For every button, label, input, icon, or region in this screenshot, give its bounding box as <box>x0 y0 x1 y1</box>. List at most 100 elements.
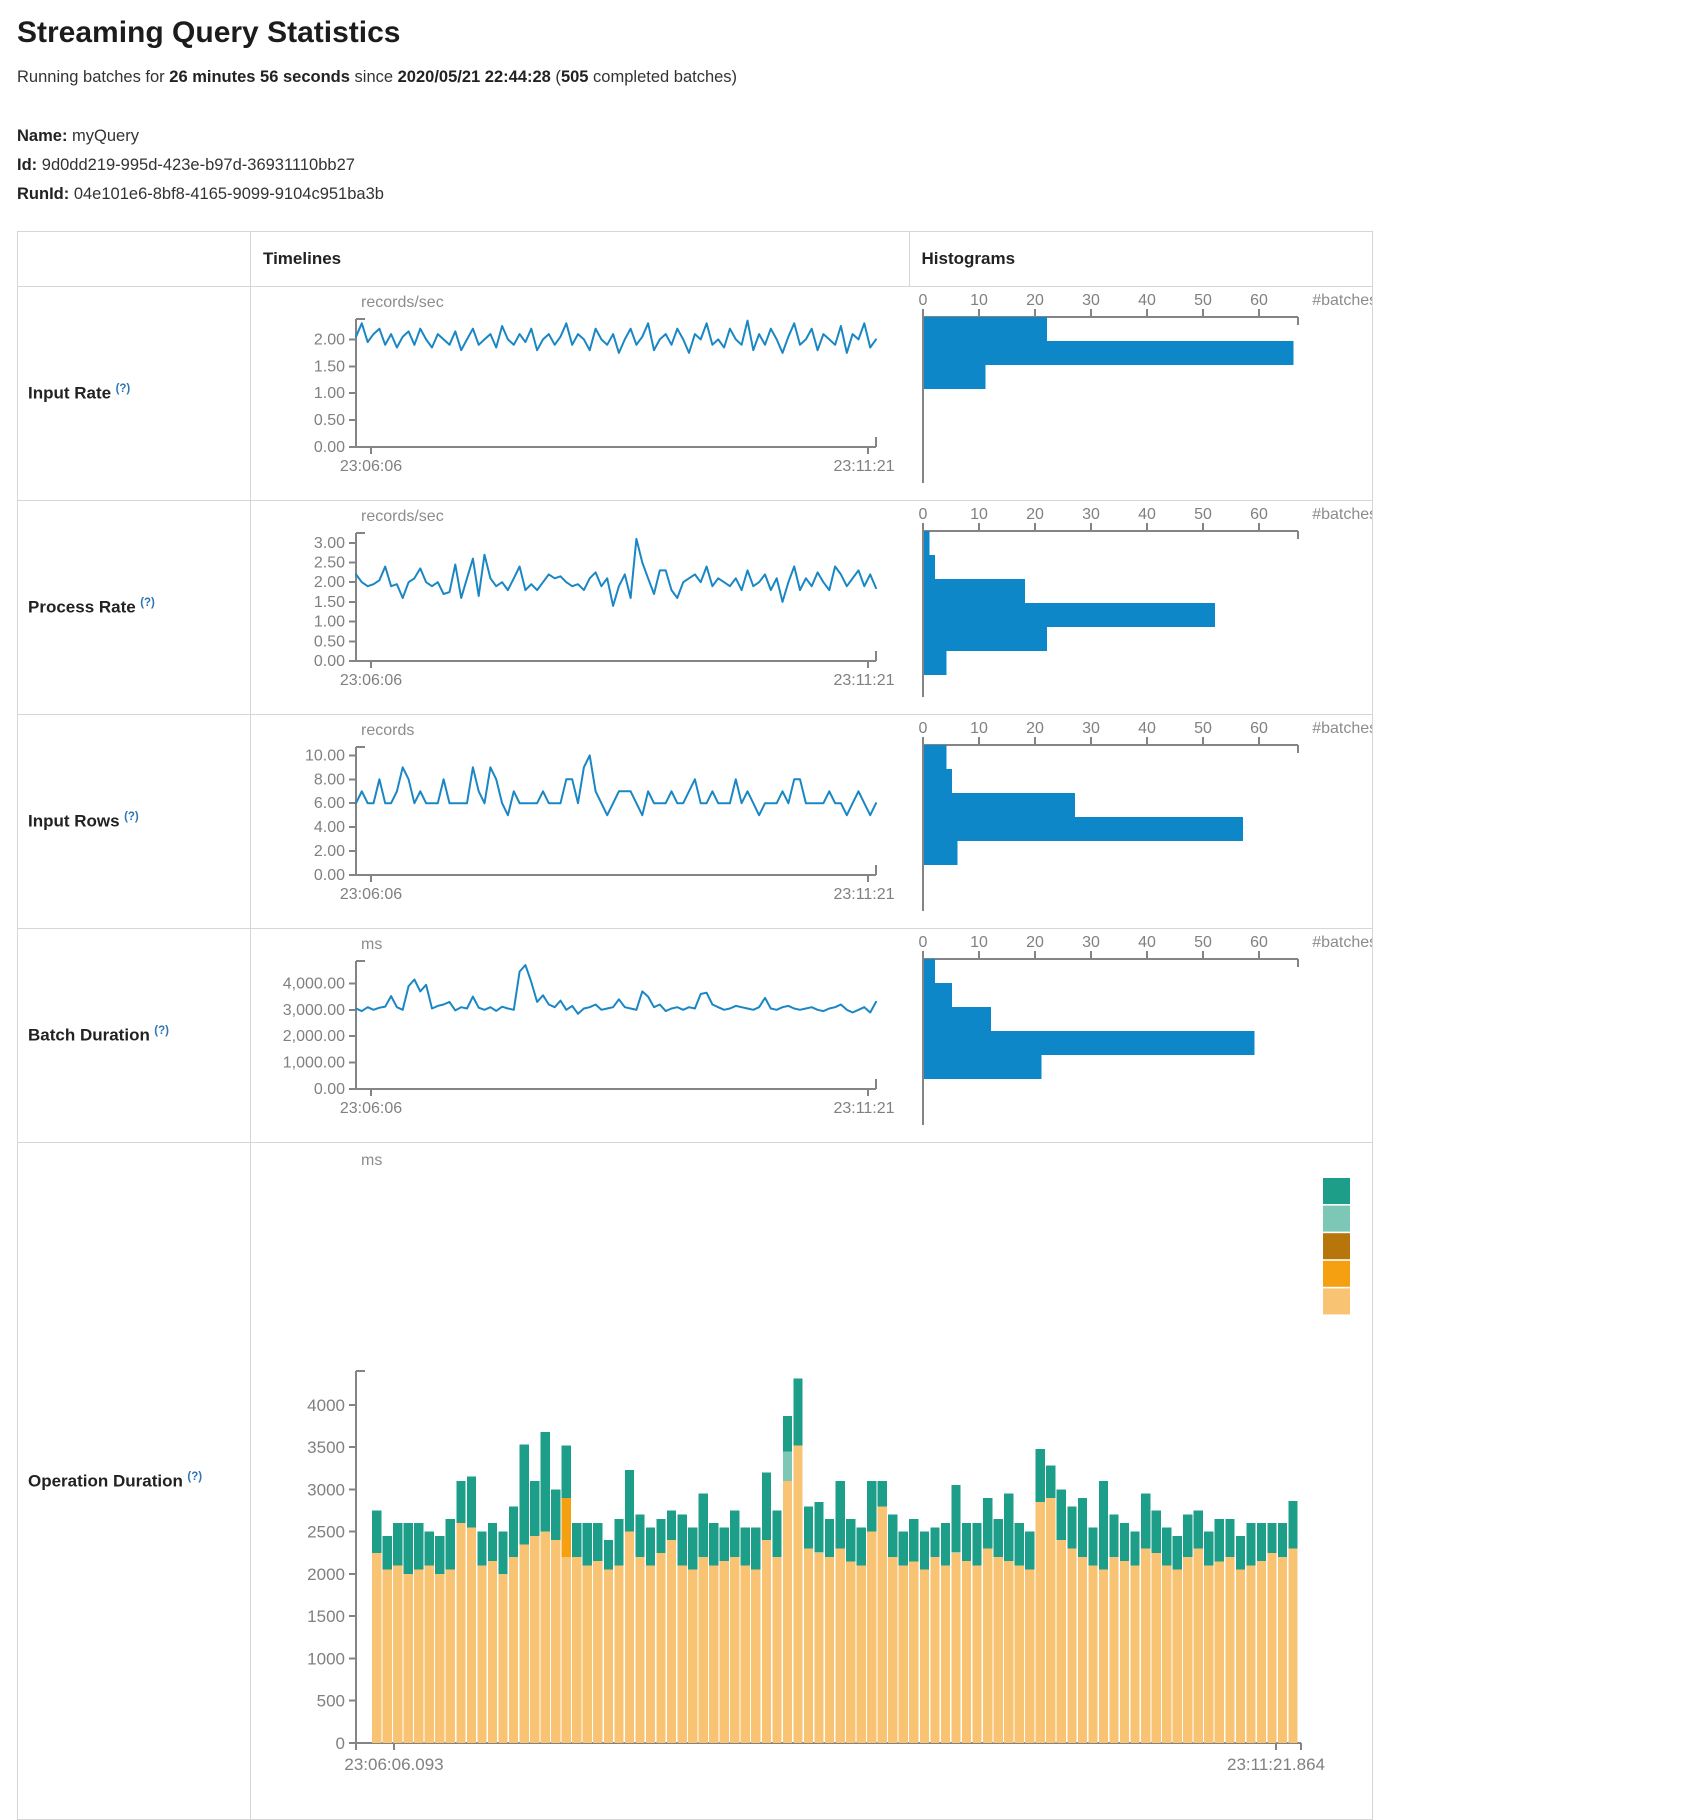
stacked-bar-segment <box>645 1527 656 1566</box>
stacked-bar-segment <box>1140 1493 1151 1549</box>
stacked-bar-segment <box>414 1523 424 1570</box>
stacked-bar-segment <box>1267 1552 1277 1743</box>
y-tick-label: 2.00 <box>314 843 345 860</box>
y-tick-label: 2500 <box>307 1523 345 1542</box>
stacked-bar-segment <box>424 1531 434 1566</box>
x-tick-label: 60 <box>1250 292 1268 309</box>
stacked-bar-segment <box>403 1523 413 1574</box>
legend-swatch <box>1323 1178 1350 1204</box>
help-tooltip-marker[interactable]: (?) <box>154 1025 169 1038</box>
stacked-bar-segment <box>435 1573 445 1743</box>
x-tick-label: 40 <box>1138 506 1156 523</box>
x-tick-label: 10 <box>970 506 988 523</box>
stacked-bar-segment <box>1056 1489 1066 1541</box>
y-tick-label: 1.00 <box>314 385 345 402</box>
stacked-bar-segment <box>919 1569 930 1743</box>
help-tooltip-marker[interactable]: (?) <box>115 383 131 396</box>
stacked-bar-segment <box>1183 1514 1193 1557</box>
stacked-bar-segment <box>1088 1527 1098 1566</box>
stacked-bar-segment <box>888 1557 898 1743</box>
metric-label: Process Rate <box>28 597 136 617</box>
batches-axis-label: #batches <box>1312 506 1372 523</box>
x-tick-label: 40 <box>1138 292 1156 309</box>
stacked-bar-segment <box>782 1451 793 1481</box>
stacked-bar-segment <box>1119 1523 1130 1562</box>
stacked-bar-segment <box>1172 1569 1182 1743</box>
stacked-bar-segment <box>888 1514 898 1557</box>
stacked-bar-segment <box>909 1519 919 1562</box>
stacked-bar-segment <box>477 1565 487 1743</box>
help-tooltip-marker[interactable]: (?) <box>140 597 155 610</box>
legend-swatch <box>1323 1233 1350 1260</box>
stacked-bar-segment <box>982 1548 993 1743</box>
stacked-bar-segment <box>982 1497 993 1549</box>
stacked-bar-segment <box>445 1569 456 1743</box>
stacked-bar-segment <box>709 1523 719 1566</box>
legend-swatch <box>1323 1260 1350 1287</box>
stacked-bar-segment <box>635 1557 645 1743</box>
x-start-label: 23:06:06.093 <box>344 1755 443 1774</box>
stacked-bar-segment <box>372 1510 382 1553</box>
stacked-bar-segment <box>751 1569 761 1743</box>
stacked-bar-segment <box>846 1561 856 1743</box>
y-tick-label: 1.00 <box>314 614 345 631</box>
help-tooltip-marker[interactable]: (?) <box>187 1470 203 1483</box>
histogram-bar <box>924 793 1076 817</box>
unit-label: ms <box>361 1152 382 1169</box>
x-start-label: 23:06:06 <box>340 886 402 903</box>
stacked-bar-segment <box>940 1565 951 1743</box>
stacked-bar-segment <box>456 1523 466 1743</box>
histogram-bar <box>924 317 1048 341</box>
stacked-bar-segment <box>551 1540 561 1743</box>
help-tooltip-marker[interactable]: (?) <box>124 811 139 824</box>
empty-header-cell <box>17 231 251 287</box>
x-tick-label: 0 <box>919 506 928 523</box>
stacked-bar-segment <box>403 1573 413 1743</box>
query-id-line: Id: 9d0dd219-995d-423e-b97d-36931110bb27 <box>17 152 1693 178</box>
stacked-bar-segment <box>540 1431 550 1532</box>
y-tick-label: 3000 <box>307 1480 345 1499</box>
stacked-bar-segment <box>1077 1557 1088 1743</box>
stacked-bar-segment <box>508 1506 519 1557</box>
x-tick-label: 60 <box>1250 720 1268 737</box>
y-tick-label: 4.00 <box>314 819 345 836</box>
histogram-bar <box>924 651 947 675</box>
y-tick-label: 1.50 <box>314 594 345 611</box>
stacked-bar-segment <box>393 1565 403 1743</box>
legend-swatch <box>1323 1288 1350 1315</box>
stacked-bar-segment <box>740 1527 750 1566</box>
stacked-bar-segment <box>466 1527 477 1743</box>
stacked-bar-segment <box>656 1519 666 1553</box>
stacked-bar-segment <box>519 1544 529 1743</box>
stacked-bar-segment <box>782 1480 793 1743</box>
stacked-bar-segment <box>1067 1548 1077 1743</box>
stacked-bar-segment <box>1246 1565 1256 1743</box>
histogram-bar <box>924 841 958 865</box>
histogram-chart: 0 10 20 30 40 50 60 #batches <box>919 934 1372 1125</box>
summary-prefix: Running batches for <box>17 68 170 86</box>
stacked-bar-segment <box>1288 1548 1298 1743</box>
stacked-bar-segment <box>487 1523 498 1562</box>
stacked-bar-segment <box>382 1535 392 1570</box>
x-tick-label: 40 <box>1138 934 1156 951</box>
stacked-bar-segment <box>435 1535 445 1574</box>
histogram-bar <box>924 959 936 983</box>
y-tick-label: 0.50 <box>314 412 345 429</box>
legend-swatch <box>1323 1205 1350 1232</box>
x-tick-label: 10 <box>970 720 988 737</box>
stacked-bar-segment <box>835 1548 845 1743</box>
stacked-bar-segment <box>940 1523 951 1566</box>
x-end-label: 23:11:21 <box>833 458 894 475</box>
y-tick-label: 0.00 <box>314 867 345 884</box>
timeline-line <box>355 964 877 1015</box>
stacked-bar-segment <box>1172 1535 1182 1570</box>
histogram-chart: 0 10 20 30 40 50 60 #batches <box>919 506 1372 697</box>
stacked-bar-segment <box>698 1493 708 1557</box>
query-name-label: Name: <box>17 127 68 145</box>
x-tick-label: 50 <box>1194 720 1212 737</box>
batches-axis-label: #batches <box>1312 720 1372 737</box>
y-tick-label: 2.00 <box>314 331 345 348</box>
stacked-bar-segment <box>1077 1497 1088 1557</box>
stacked-bar-segment <box>445 1519 456 1570</box>
y-tick-label: 2000 <box>307 1565 345 1584</box>
